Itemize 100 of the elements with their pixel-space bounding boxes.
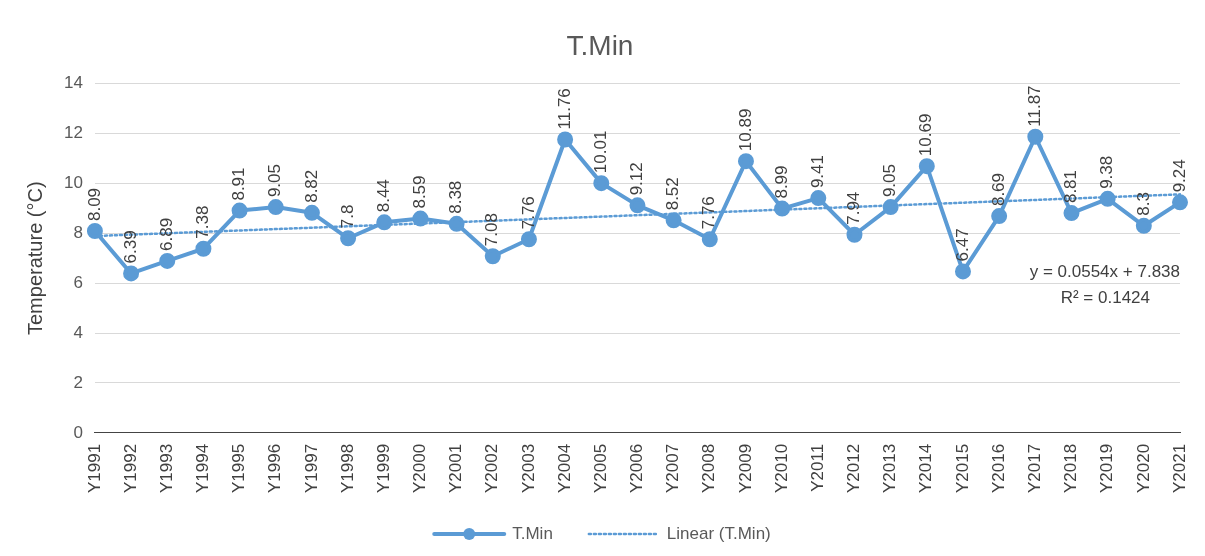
data-label: 9.12 [627, 162, 647, 196]
x-tick-label: Y2011 [807, 443, 827, 492]
x-tick-label: Y1998 [337, 443, 357, 494]
point [1099, 190, 1116, 207]
point [303, 204, 320, 221]
x-tick-label: Y2000 [410, 443, 430, 494]
data-label: 6.39 [120, 230, 140, 264]
data-label: 8.38 [446, 180, 466, 214]
point [665, 212, 682, 229]
x-tick-label: Y2019 [1097, 443, 1117, 494]
data-label: 10.89 [735, 108, 755, 152]
data-label: 7.38 [193, 205, 213, 239]
point [954, 263, 971, 280]
x-tick-label: Y2001 [446, 443, 466, 494]
data-label: 9.24 [1169, 159, 1189, 193]
data-label: 8.82 [301, 169, 321, 203]
y-tick-label: 8 [73, 222, 83, 242]
x-tick-label: Y1992 [120, 443, 140, 494]
point [195, 240, 212, 257]
point [448, 215, 465, 232]
y-tick-label: 2 [73, 372, 83, 392]
point [520, 231, 537, 248]
point [882, 199, 899, 216]
point [810, 190, 827, 207]
x-tick-label: Y1994 [193, 443, 213, 494]
point [86, 223, 103, 240]
y-tick-label: 10 [63, 173, 83, 193]
data-label: 8.3 [1133, 192, 1153, 216]
x-tick-label: Y2002 [482, 443, 502, 494]
x-tick-label: Y2021 [1169, 443, 1189, 494]
data-label: 8.91 [229, 167, 249, 201]
point [918, 158, 935, 175]
x-tick-label: Y2007 [663, 443, 683, 494]
data-label: 8.81 [1061, 169, 1081, 204]
x-tick-label: Y1997 [301, 443, 321, 494]
point [991, 208, 1008, 225]
x-tick-label: Y1996 [265, 443, 285, 494]
point [1063, 205, 1080, 222]
data-label: 8.69 [988, 172, 1008, 207]
data-label: 7.8 [337, 204, 357, 229]
x-tick-label: Y2015 [952, 443, 972, 494]
point [340, 230, 357, 247]
data-label: 8.99 [771, 165, 791, 199]
data-label: 11.87 [1025, 85, 1045, 127]
annotation: R² = 0.1424 [1060, 287, 1150, 307]
x-tick-label: Y2016 [988, 443, 1008, 494]
point [737, 153, 754, 170]
data-label: 8.52 [663, 177, 683, 211]
data-label: 8.44 [373, 179, 393, 213]
x-tick-label: Y1991 [84, 443, 104, 494]
data-label: 6.47 [952, 228, 972, 262]
data-label: 9.05 [880, 163, 900, 198]
chart-title: T.Min [566, 29, 634, 61]
data-label: 6.89 [156, 217, 176, 251]
x-tick-label: Y2005 [590, 443, 610, 494]
x-tick-label: Y2010 [771, 443, 791, 494]
data-label: 9.05 [265, 163, 285, 198]
point [557, 131, 574, 148]
x-tick-label: Y2004 [554, 443, 574, 494]
data-label: 9.38 [1097, 155, 1117, 189]
y-tick-label: 4 [73, 322, 83, 342]
x-tick-label: Y2017 [1025, 443, 1045, 494]
x-tick-label: Y2003 [518, 443, 538, 494]
y-tick-label: 12 [63, 123, 83, 143]
point [701, 231, 718, 248]
data-label: 8.59 [410, 175, 430, 209]
y-axis-title: Temperature (°C) [23, 181, 46, 336]
data-label: 7.08 [482, 213, 502, 247]
data-label: 9.41 [807, 155, 827, 189]
y-tick-label: 14 [63, 73, 83, 93]
point [231, 202, 248, 219]
data-label: 8.09 [84, 187, 104, 222]
x-tick-label: Y2018 [1061, 443, 1081, 494]
data-label: 10.01 [590, 130, 610, 174]
legend-label: T.Min [512, 523, 553, 543]
data-label: 10.69 [916, 113, 936, 157]
x-tick-label: Y1999 [373, 443, 393, 494]
point [267, 199, 284, 216]
x-tick-label: Y2014 [916, 443, 936, 494]
point [159, 252, 176, 269]
point [484, 248, 501, 265]
point [412, 210, 429, 227]
x-tick-label: Y2008 [699, 443, 719, 494]
point [1027, 128, 1044, 145]
data-label: 7.76 [518, 196, 538, 230]
data-label: 11.76 [554, 88, 574, 130]
data-label: 7.94 [844, 191, 864, 225]
x-tick-label: Y2006 [627, 443, 647, 494]
annotation: y = 0.0554x + 7.838 [1029, 261, 1180, 281]
x-tick-label: Y1995 [229, 443, 249, 494]
x-tick-label: Y2009 [735, 443, 755, 494]
data-label: 7.76 [699, 196, 719, 230]
y-tick-label: 6 [73, 272, 83, 292]
legend-label: Linear (T.Min) [666, 523, 771, 543]
x-tick-label: Y1993 [156, 443, 176, 494]
point [1172, 194, 1188, 211]
point [123, 265, 140, 282]
point [774, 200, 791, 217]
point [593, 175, 610, 192]
x-tick-label: Y2020 [1133, 443, 1153, 494]
